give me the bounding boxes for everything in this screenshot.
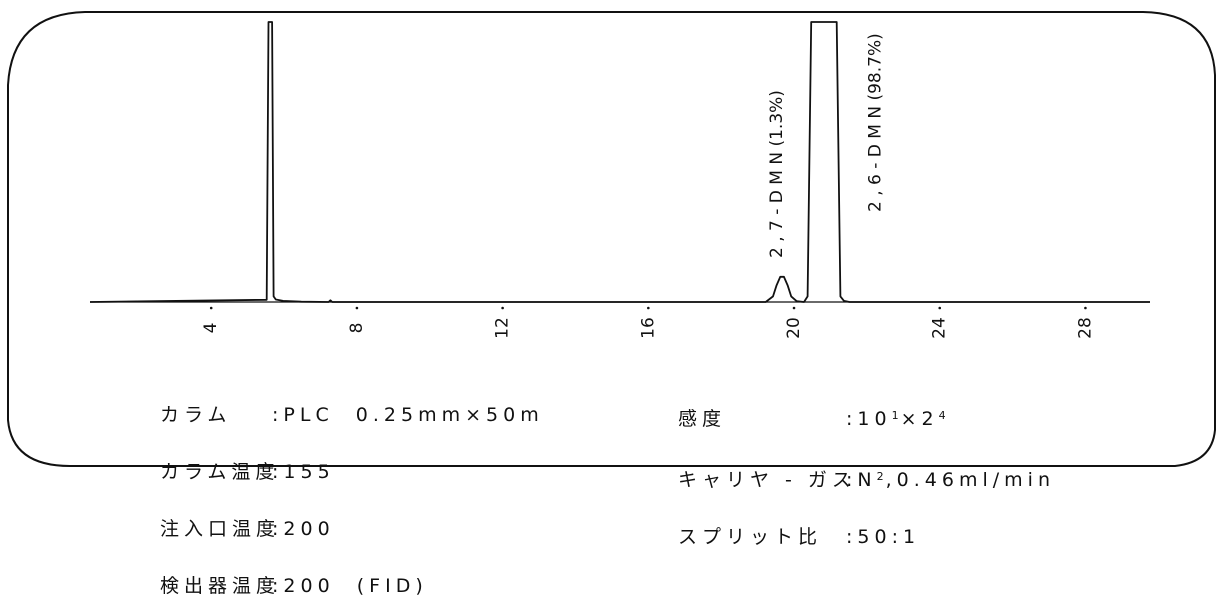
x-tick-mark [938,306,942,310]
x-tick-label: 16 [638,317,658,339]
condition-row: 検出器温度:200 (FID) [160,577,544,596]
condition-right-column: 感度 :101×24 キャリヤ - ガス:N2,0.46ml/min スプリット比… [678,368,1055,566]
condition-row: カラム温度:155 [160,463,544,482]
x-tick-label: 8 [347,323,367,334]
x-tick-mark [792,306,796,310]
chromatogram-figure: 4 8 12 16 20 24 28 2 , 7 - D M N (1.3%) 2 , 6 -… [7,11,1216,467]
condition-superscript: 4 [938,409,948,422]
condition-key: 検出器温度 [160,575,281,597]
condition-key: キャリヤ - ガス [678,469,856,491]
condition-key: 注入口温度 [160,518,281,540]
condition-key: 感度 [678,408,727,430]
condition-row: カラム :PLC 0.25mm×50m [160,406,544,425]
condition-superscript: 2 [876,470,886,483]
x-tick-mark [355,306,359,310]
condition-value: :10 [846,408,892,430]
peak-label: 2 , 7 - D M N (1.3%) [767,90,787,258]
condition-row: キャリヤ - ガス:N2,0.46ml/min [678,467,1055,490]
condition-value: :PLC 0.25mm×50m [272,404,544,426]
condition-key: カラム温度 [160,461,280,483]
condition-left-column: カラム :PLC 0.25mm×50m カラム温度:155 注入口温度:200 検… [160,368,544,615]
condition-row: スプリット比 :50:1 [678,528,1055,547]
x-tick-label: 20 [784,317,804,339]
condition-row: 感度 :101×24 [678,406,1055,429]
peak-annotations: 2 , 7 - D M N (1.3%) 2 , 6 - D M N (98.7%… [767,33,885,258]
condition-value: :N [846,469,877,491]
series-line-chromatogram [89,21,1150,303]
x-tick-mark [1084,306,1087,310]
condition-value: ×2 [900,408,939,430]
condition-row: 注入口温度:200 [160,520,544,539]
x-tick-label: 28 [1075,317,1095,339]
x-tick-mark [501,306,504,310]
x-axis-ticks: 4 8 12 16 20 24 28 [201,306,1095,339]
condition-value: :155 [272,461,335,483]
peak-label: 2 , 6 - D M N (98.7%) [865,33,885,212]
x-tick-label: 4 [201,323,221,334]
condition-value: :200 (FID) [272,575,428,597]
condition-key: カラム [160,404,232,426]
x-tick-label: 24 [930,317,950,339]
condition-value: ,0.46ml/min [885,469,1055,491]
rounded-frame [7,11,1216,467]
x-tick-mark [209,306,213,310]
condition-value: :50:1 [846,526,921,548]
condition-superscript: 1 [891,409,901,422]
condition-key: スプリット比 [678,526,823,548]
x-tick-mark [647,306,650,310]
x-tick-label: 12 [493,317,513,339]
condition-value: :200 [272,518,335,540]
